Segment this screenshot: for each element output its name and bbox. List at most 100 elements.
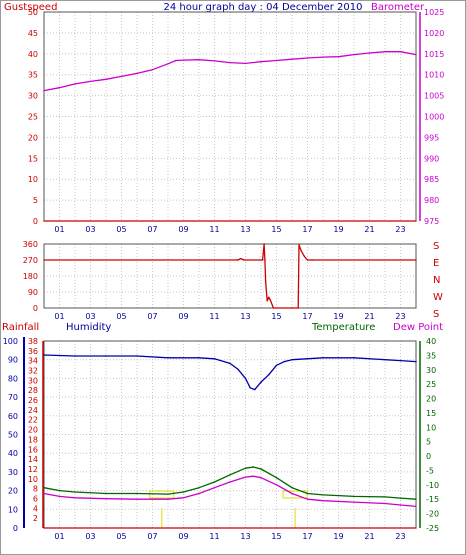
wind-direction-series-line-point-7 — [264, 280, 267, 282]
mid-x-tick-09: 09 — [178, 312, 188, 321]
dew-point-series-line-point-14 — [291, 492, 293, 495]
temp-y-tick--25: -25 — [426, 524, 439, 533]
gust-y-tick-20: 20 — [28, 133, 38, 142]
temperature-series-line-point-17 — [353, 495, 355, 498]
humidity-series-line-point-18 — [353, 357, 355, 359]
rainfall-series-line-point-1 — [415, 527, 417, 529]
temperature-series-line-point-16 — [322, 494, 324, 496]
direction-letter-s-top: S — [433, 241, 439, 252]
barometer-series-line-point-0 — [43, 89, 45, 92]
gust-y-tick-30: 30 — [28, 92, 38, 101]
barometer-series-line-point-4 — [105, 78, 107, 81]
bottom-x-tick-15: 15 — [271, 532, 281, 541]
humidity-y-tick-70: 70 — [8, 393, 18, 402]
humidity-series-line-point-0 — [43, 354, 45, 356]
barometer-series-line-point-8 — [167, 63, 169, 65]
humidity-series-line-point-13 — [268, 374, 270, 376]
mid-x-tick-11: 11 — [209, 312, 219, 321]
barometer-series-line-point-16 — [275, 59, 278, 62]
humidity-series-line-point-12 — [260, 381, 262, 383]
dew-point-series-line-point-9 — [229, 481, 231, 483]
temp-y-tick-20: 20 — [426, 395, 436, 404]
wind-direction-series-line-point-9 — [268, 296, 270, 298]
baro-y-tick-1010: 1010 — [424, 71, 444, 80]
bottom-x-tick-03: 03 — [85, 532, 95, 541]
wind-direction-series-line-point-10 — [269, 299, 271, 301]
temperature-series-line-point-9 — [229, 474, 231, 476]
wind-direction-series-line-point-0 — [43, 259, 45, 261]
humidity-series-line-point-16 — [291, 359, 293, 361]
wind-direction-series-line-point-15 — [300, 250, 302, 252]
barometer-series-line-point-22 — [368, 52, 371, 54]
humidity-y-tick-30: 30 — [8, 468, 18, 477]
humidity-series-line-point-5 — [198, 357, 200, 359]
sun-marker-box-1 — [282, 490, 308, 499]
wind-direction-series-line-point-4 — [261, 259, 264, 261]
wind-direction-series-line-point-5 — [263, 243, 265, 245]
mid-plot-area — [43, 243, 417, 309]
wind-direction-series-line-point-14 — [298, 244, 300, 246]
temp-y-tick-15: 15 — [426, 409, 436, 418]
barometer-series-line-point-10 — [182, 59, 185, 61]
barometer-series-line-point-3 — [89, 80, 92, 83]
barometer-series-line — [43, 51, 417, 92]
temperature-series-line-point-6 — [182, 491, 185, 493]
direction-letter-n: N — [433, 275, 440, 286]
temp-y-tick-0: 0 — [426, 452, 431, 461]
gust-y-tick-10: 10 — [28, 175, 38, 184]
temperature-series-line-point-1 — [58, 489, 61, 492]
gust-y-tick-35: 35 — [28, 71, 38, 80]
bottom-x-tick-13: 13 — [240, 532, 250, 541]
humidity-y-tick-20: 20 — [8, 487, 18, 496]
mid-x-tick-15: 15 — [271, 312, 281, 321]
humidity-series-line-point-9 — [244, 377, 247, 380]
baro-y-tick-1000: 1000 — [424, 113, 444, 122]
dir-y-tick-270: 270 — [23, 256, 38, 265]
humidity-series-line-point-10 — [249, 387, 251, 389]
baro-y-tick-990: 990 — [424, 154, 439, 163]
dew-point-series-line-point-12 — [260, 477, 262, 479]
humidity-series-line-point-1 — [74, 355, 76, 357]
bottom-x-tick-09: 09 — [178, 532, 188, 541]
temp-y-tick-25: 25 — [426, 380, 436, 389]
top-x-tick-07: 07 — [147, 225, 157, 234]
bottom-x-tick-19: 19 — [333, 532, 343, 541]
gustspeed-label: Gustspeed — [4, 2, 57, 13]
humidity-label: Humidity — [66, 322, 111, 333]
humidity-series-line-point-17 — [322, 357, 324, 359]
dew-point-series-line-point-15 — [306, 498, 309, 500]
bottom-x-tick-05: 05 — [116, 532, 126, 541]
gust-y-tick-50: 50 — [28, 8, 38, 17]
rain-y-tick-30: 30 — [28, 376, 38, 385]
temp-y-tick--10: -10 — [426, 481, 439, 490]
barometer-series-line-point-24 — [399, 51, 402, 53]
dew-point-series-line-point-5 — [167, 498, 169, 500]
temp-y-tick-10: 10 — [426, 423, 436, 432]
top-x-tick-19: 19 — [333, 225, 343, 234]
gust-y-tick-15: 15 — [28, 154, 38, 163]
mid-x-tick-17: 17 — [302, 312, 312, 321]
humidity-y-tick-60: 60 — [8, 412, 18, 421]
top-x-tick-21: 21 — [364, 225, 374, 234]
humidity-series-line-point-19 — [384, 359, 386, 361]
rain-y-tick-32: 32 — [28, 367, 38, 376]
top-x-tick-11: 11 — [209, 225, 219, 234]
gust-y-tick-40: 40 — [28, 50, 38, 59]
mid-x-tick-21: 21 — [364, 312, 374, 321]
chart-title: 24 hour graph day : 04 December 2010 — [164, 2, 363, 13]
barometer-series-line-point-21 — [353, 53, 355, 56]
wind-direction-series-line-point-16 — [303, 255, 306, 258]
barometer-series-line-point-20 — [337, 56, 340, 58]
gust-series-line-point-1 — [415, 220, 417, 222]
baro-y-tick-985: 985 — [424, 175, 439, 184]
temperature-series-line-point-10 — [244, 467, 247, 469]
dir-y-tick-360: 360 — [23, 240, 38, 249]
barometer-series-line-point-7 — [151, 69, 154, 71]
dew-point-series-line-point-10 — [244, 476, 247, 478]
temperature-series-line-point-13 — [275, 477, 278, 479]
temperature-series-line-point-0 — [43, 487, 45, 489]
barometer-series-line-point-12 — [213, 60, 216, 62]
temperature-series-line-point-5 — [167, 493, 169, 495]
rain-y-tick-14: 14 — [28, 455, 38, 464]
gust-series-line-point-0 — [43, 220, 45, 222]
